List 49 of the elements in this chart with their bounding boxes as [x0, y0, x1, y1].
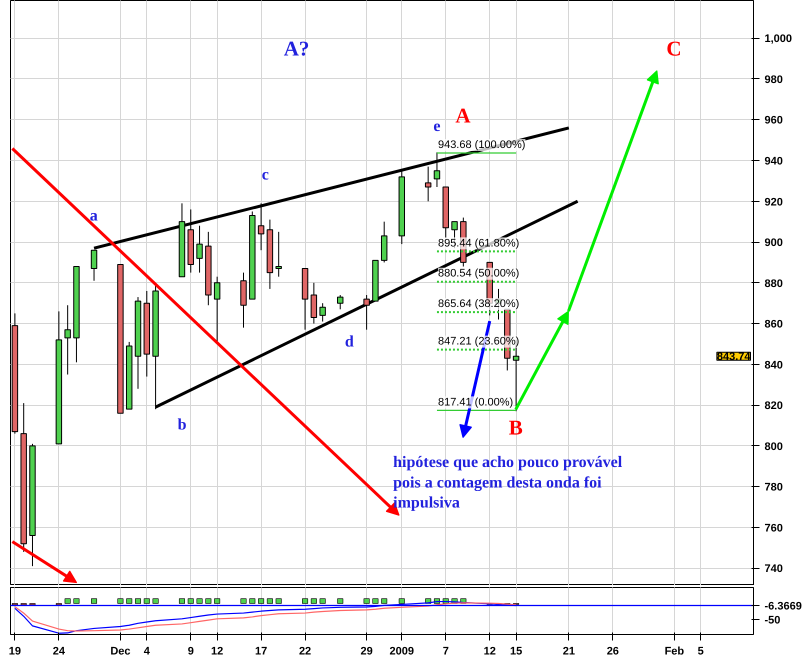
y-tick-label: 740 — [764, 563, 783, 576]
y-tick-label: 760 — [764, 522, 783, 534]
ref-line-label: 847.21 (23.60%) — [438, 336, 520, 348]
y-tick-label: 860 — [764, 318, 783, 331]
x-tick-label: 12 — [484, 646, 496, 658]
y-tick-label: 960 — [764, 114, 783, 127]
y-tick-label: 820 — [764, 400, 783, 412]
y-tick-label: -6.3669 — [764, 600, 802, 613]
y-tick-label: 940 — [764, 156, 783, 168]
y-tick-label: 840 — [764, 359, 783, 372]
y-tick-label: 980 — [764, 74, 783, 86]
x-tick-label: Dec — [110, 646, 131, 658]
x-tick-label: Feb — [664, 646, 684, 658]
x-tick-label: 2009 — [390, 646, 414, 658]
annotation: a — [90, 207, 98, 224]
ref-line-label: 817.41 (0.00%) — [438, 396, 514, 408]
y-tick-label: 880 — [764, 278, 783, 290]
x-tick-label: 15 — [510, 646, 522, 658]
y-tick-label: 920 — [764, 196, 783, 208]
x-tick-label: 7 — [442, 646, 449, 658]
y-tick-label: 800 — [764, 440, 783, 453]
ref-line-label: 880.54 (50.00%) — [438, 268, 520, 280]
annotation: d — [344, 334, 354, 351]
x-tick-label: 24 — [52, 646, 66, 658]
x-tick-label: 21 — [562, 646, 575, 658]
annotation: C — [666, 36, 682, 60]
x-tick-label: 17 — [254, 646, 268, 658]
y-tick-label: 900 — [764, 237, 783, 250]
y-tick-label: 780 — [764, 482, 783, 494]
annotation: B — [508, 416, 523, 440]
annotation: c — [262, 166, 269, 184]
annotation: b — [178, 416, 187, 434]
y-tick-label: -50 — [764, 614, 780, 626]
x-tick-label: 19 — [8, 646, 22, 658]
x-tick-label: 26 — [606, 646, 619, 658]
x-tick-label: 9 — [188, 646, 194, 658]
x-tick-label: 22 — [298, 646, 312, 658]
x-tick-label: 29 — [360, 646, 373, 658]
annotation: A — [455, 104, 472, 128]
ref-line-label: 943.68 (100.00%) — [438, 139, 526, 152]
y-tick-label: 1,000 — [764, 33, 792, 46]
annotation: e — [433, 118, 441, 136]
x-tick-label: 4 — [144, 646, 151, 658]
x-tick-label: 12 — [211, 646, 224, 658]
ref-line-label: 865.64 (38.20%) — [438, 298, 520, 310]
x-tick-label: 5 — [698, 646, 704, 658]
annotation: A? — [284, 36, 310, 60]
ref-line-label: 895.44 (61.80%) — [438, 237, 520, 250]
annotation: hipótese que acho pouco provável pois a contagem desta onda foi impulsiva — [393, 454, 623, 512]
